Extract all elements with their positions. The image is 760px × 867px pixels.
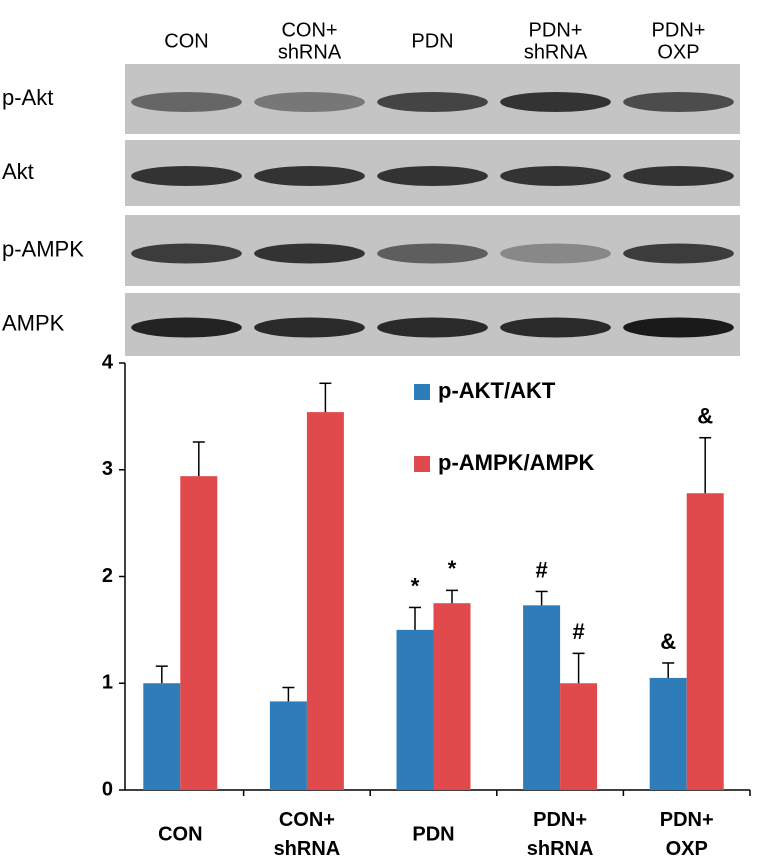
legend-swatch [414,384,430,400]
lane-label: CON [164,30,208,52]
bar [180,476,218,790]
significance: # [535,557,547,582]
significance: & [660,629,676,654]
significance: # [572,619,584,644]
bar [560,683,598,790]
row-label: p-AMPK [2,236,84,261]
error-bar [409,606,421,630]
significance: * [448,556,457,581]
band [131,317,242,338]
error-bar [662,662,675,678]
band [254,317,365,338]
lane-label: CON+ [281,19,337,41]
bar [523,605,561,790]
band [377,92,488,112]
legend-label: p-AMPK/AMPK [438,450,595,475]
error-bar [319,382,332,413]
error-bar [192,441,205,477]
y-tick-label: 4 [102,351,114,373]
bar [269,701,307,790]
row-label: AMPK [2,310,65,335]
lane-label: PDN [411,30,453,52]
bar [396,629,434,790]
x-tick-label: OXP [666,838,708,860]
y-tick-label: 0 [102,778,113,800]
x-tick-label: shRNA [527,838,594,860]
band [623,317,734,338]
band [131,92,242,112]
bar [143,683,181,790]
x-tick-label: CON [158,823,202,845]
error-bar [535,590,548,606]
x-tick-label: PDN [412,823,454,845]
y-tick-label: 1 [102,672,113,694]
band [623,243,734,264]
band [254,92,365,112]
lane-label: PDN+ [652,19,706,41]
lane-label: PDN+ [529,19,583,41]
legend-swatch [414,456,430,472]
lane-label: shRNA [524,41,588,63]
band [377,166,488,186]
error-bar [446,589,458,604]
band [500,317,611,338]
bar [686,493,724,790]
band [500,243,611,264]
lane-label: OXP [657,41,699,63]
bar [306,412,344,790]
error-bar [699,436,712,494]
x-tick-label: CON+ [279,809,335,831]
x-tick-label: shRNA [274,838,341,860]
bar [649,677,687,790]
band [377,243,488,264]
band [500,166,611,186]
band [254,243,365,264]
band [623,166,734,186]
band [377,317,488,338]
x-tick-label: PDN+ [533,809,587,831]
legend-label: p-AKT/AKT [438,378,556,403]
lane-label: shRNA [278,41,342,63]
band [500,92,611,112]
band [254,166,365,186]
bar [433,603,471,790]
error-bar [282,686,295,702]
error-bar [572,652,585,684]
significance: * [411,573,420,598]
y-tick-label: 3 [102,458,113,480]
band [131,166,242,186]
band [623,92,734,112]
x-tick-label: PDN+ [660,809,714,831]
significance: & [697,404,713,429]
error-bar [155,665,168,684]
band [131,243,242,264]
row-label: p-Akt [2,85,53,110]
y-tick-label: 2 [102,565,113,587]
row-label: Akt [2,159,34,184]
